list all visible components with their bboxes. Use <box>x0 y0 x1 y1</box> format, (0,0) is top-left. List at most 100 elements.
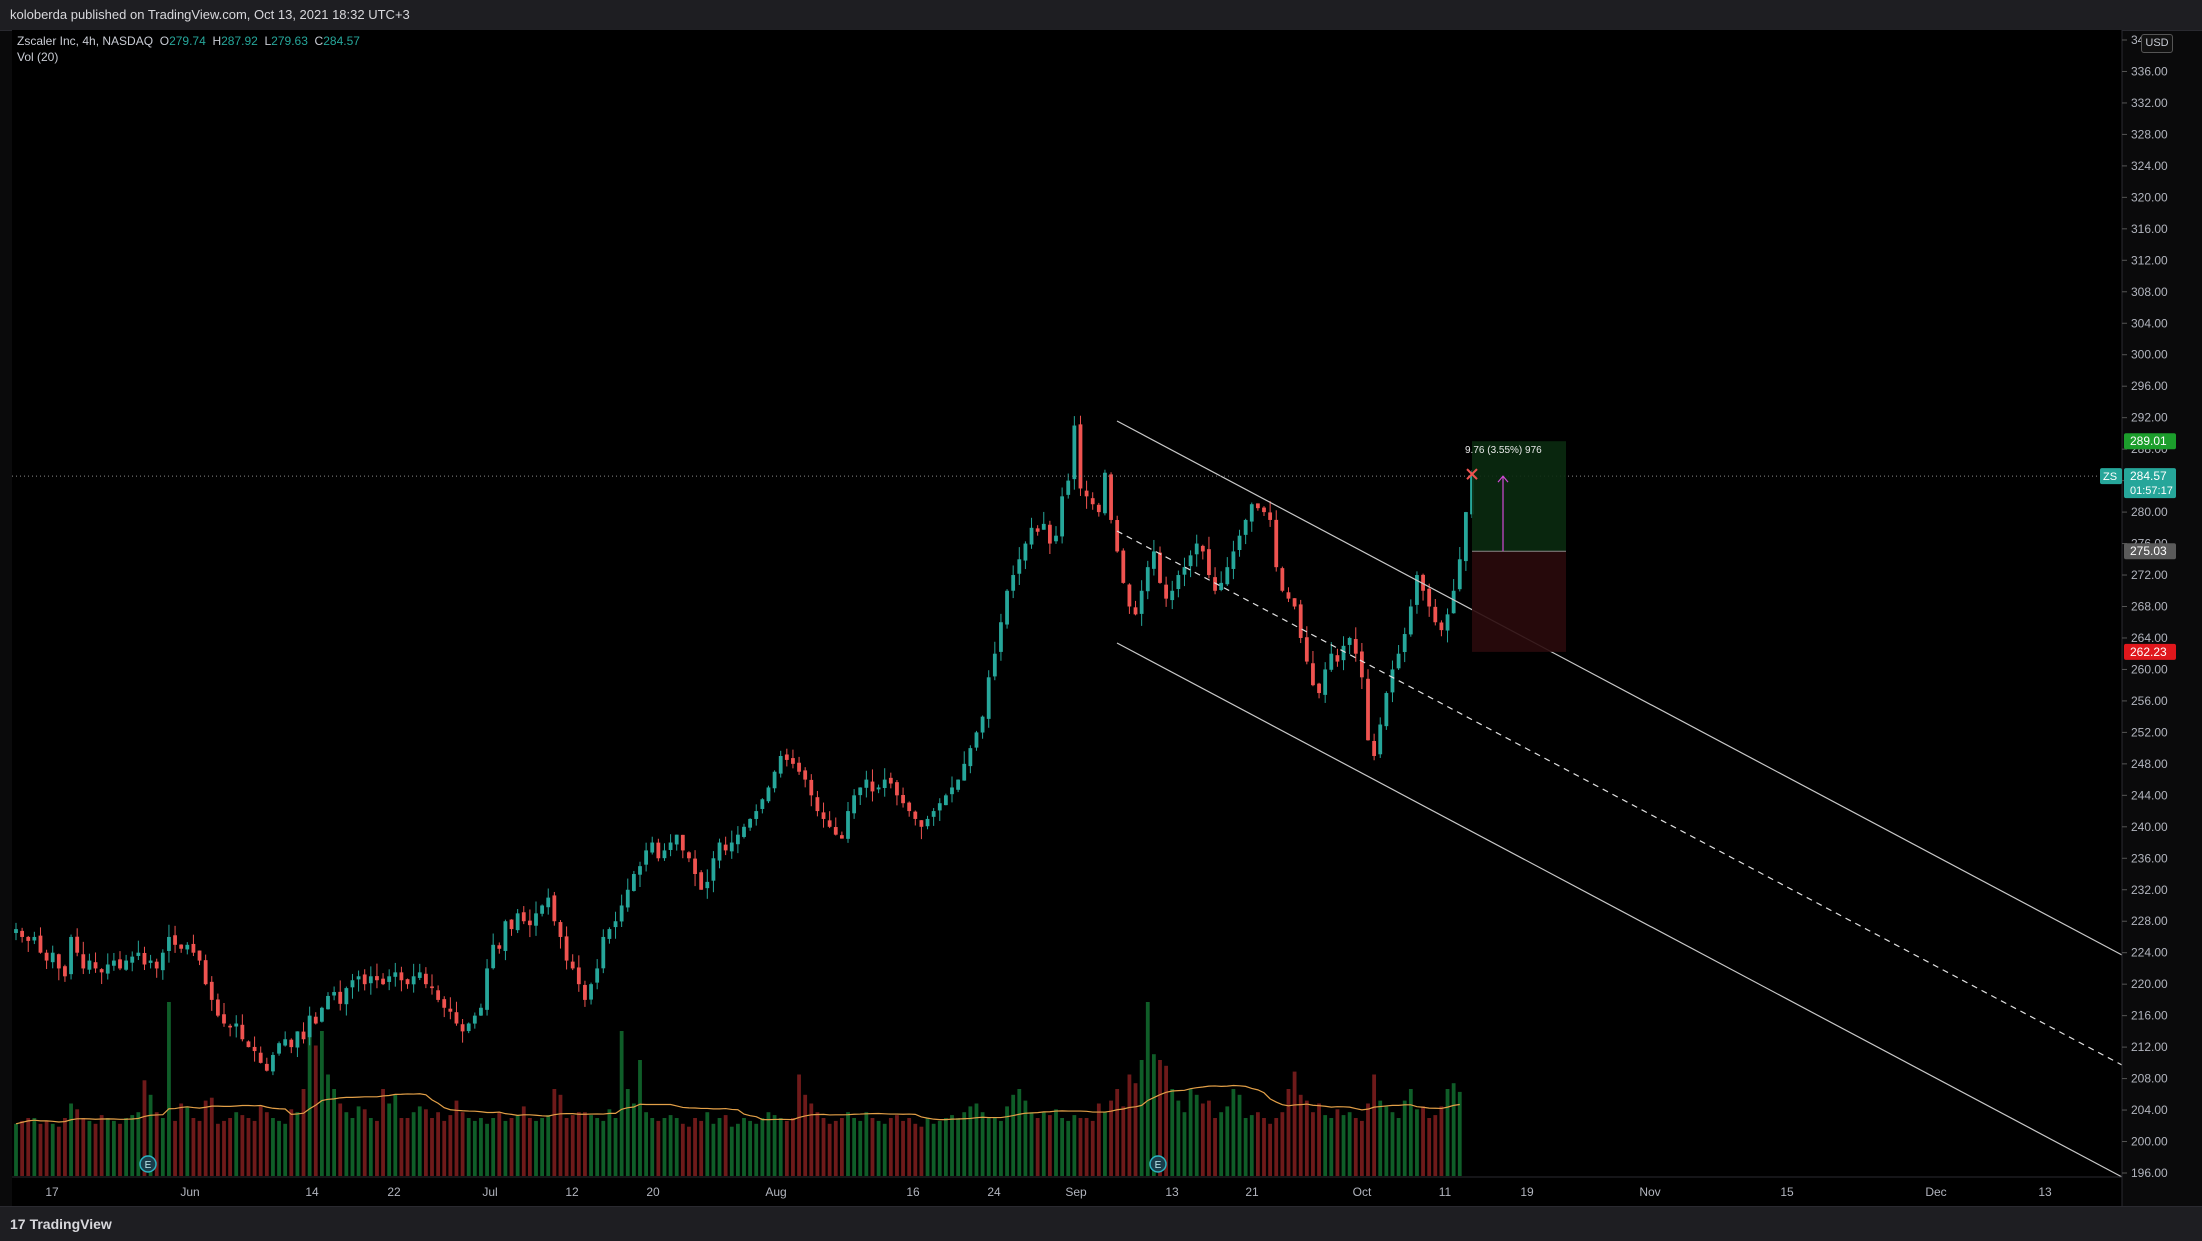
candle-body <box>32 936 37 941</box>
volume-bar <box>913 1123 918 1176</box>
volume-bar <box>1127 1074 1132 1176</box>
candle-body <box>631 874 636 891</box>
candle-body <box>1366 678 1370 741</box>
ticker-badge-bg <box>2100 468 2122 485</box>
candle-body <box>1011 575 1016 591</box>
symbol-name[interactable]: Zscaler Inc, 4h, NASDAQ <box>17 34 154 48</box>
volume-bar <box>1396 1118 1401 1176</box>
candle-body <box>1292 598 1297 607</box>
drawings[interactable]: 9.76 (3.55%) 976 <box>12 420 2123 1178</box>
candle-body <box>791 758 795 764</box>
candle-body <box>1445 614 1450 631</box>
candle-body <box>344 988 349 1005</box>
candle-body <box>411 976 416 985</box>
earnings-marker-icon <box>139 1155 157 1173</box>
chart-pane[interactable] <box>12 30 2122 1206</box>
volume-bar <box>589 1115 593 1176</box>
time-tick-label: Dec <box>1925 1185 1946 1199</box>
volume-bar <box>1280 1112 1285 1176</box>
candle-body <box>534 913 538 926</box>
candle-body <box>980 716 985 733</box>
candle-body <box>644 850 649 865</box>
volume-bar <box>56 1126 61 1176</box>
price-tick-label: 328.00 <box>2131 127 2168 141</box>
candle-body <box>1274 519 1279 568</box>
volume-bar <box>1011 1094 1016 1176</box>
volume-bar <box>93 1123 98 1176</box>
candle-body <box>1103 472 1107 514</box>
earnings-marker-icon <box>1149 1155 1167 1173</box>
volume-bar <box>1298 1094 1303 1176</box>
volume-bar <box>295 1112 300 1176</box>
low-value: 279.63 <box>271 34 308 48</box>
volume-bar <box>105 1118 110 1176</box>
volume-bar <box>992 1118 997 1176</box>
high-label: H <box>212 34 222 48</box>
candle-body <box>1286 592 1291 599</box>
candle-body <box>1145 567 1150 592</box>
candle-body <box>44 952 49 961</box>
candle-body <box>313 1016 318 1024</box>
volume-bar <box>136 1112 141 1176</box>
candle-body <box>895 782 899 796</box>
price-tick-label: 332.00 <box>2131 96 2168 110</box>
candle-body <box>662 850 667 859</box>
candle-body <box>607 929 612 939</box>
time-tick-label: Sep <box>1065 1185 1087 1199</box>
candle-body <box>742 826 746 837</box>
tv-logo-icon: 17 <box>10 1216 26 1232</box>
volume-bar <box>326 1074 330 1176</box>
candle-body <box>69 936 73 975</box>
candle-body <box>160 952 165 971</box>
candle-body <box>387 976 392 982</box>
candle-body <box>888 777 893 784</box>
price-tick-label: 224.00 <box>2131 946 2168 960</box>
price-axis: 340.00336.00332.00328.00324.00320.00316.… <box>2121 30 2168 1206</box>
volume-bar <box>399 1118 404 1176</box>
volume-bar <box>858 1120 863 1176</box>
volume-bar <box>876 1120 881 1176</box>
currency-label[interactable]: USD <box>2141 34 2173 53</box>
candle-body <box>375 976 379 981</box>
volume-bar <box>1366 1103 1370 1176</box>
candle-body <box>338 991 343 1004</box>
candle-body <box>986 677 991 719</box>
volume-bar <box>197 1120 202 1176</box>
volume-bar <box>301 1089 306 1176</box>
candle-body <box>246 1041 251 1048</box>
candle-body <box>405 979 410 985</box>
volume-bar <box>742 1118 746 1176</box>
candle-body <box>228 1025 233 1028</box>
bar-countdown-badge: 01:57:17 <box>2130 485 2173 497</box>
candle-body <box>846 811 850 839</box>
tradingview-logo[interactable]: 17 TradingView <box>10 1216 112 1232</box>
candle-body <box>466 1023 471 1032</box>
candle-body <box>595 968 600 983</box>
volume-bar <box>350 1118 355 1176</box>
cross-marker-icon <box>1466 468 1478 480</box>
volume-bar <box>258 1106 263 1176</box>
volume-bar <box>160 1118 165 1176</box>
volume-bar <box>864 1112 869 1176</box>
volume-bar <box>576 1112 581 1176</box>
volume-bar <box>717 1118 722 1176</box>
candle-body <box>1200 545 1205 552</box>
price-tick-label: 220.00 <box>2131 977 2168 991</box>
candle-body <box>1017 559 1022 574</box>
candle-body <box>711 858 716 881</box>
volume-bar <box>962 1112 967 1176</box>
candle-body <box>362 974 367 985</box>
candle-body <box>552 895 557 922</box>
volume-bar <box>882 1123 887 1176</box>
volume-indicator-label[interactable]: Vol (20) <box>17 50 59 64</box>
candle-body <box>454 1012 459 1024</box>
volume-bar <box>1445 1089 1450 1176</box>
volume-bar <box>1304 1100 1309 1176</box>
candle-body <box>1463 512 1468 562</box>
volume-bar <box>613 1118 618 1176</box>
volume-bar <box>999 1120 1003 1176</box>
volume-bar <box>1243 1118 1248 1176</box>
volume-bar <box>1359 1120 1364 1176</box>
volume-bar <box>515 1115 520 1176</box>
